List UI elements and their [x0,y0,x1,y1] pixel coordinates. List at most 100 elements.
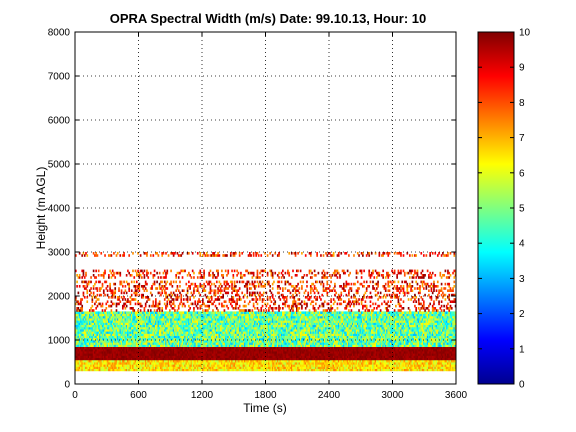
heatmap-cell [232,337,235,341]
heatmap-cell [436,357,439,361]
heatmap-cell [391,368,393,372]
heatmap-cell [362,357,364,361]
heatmap-cell [356,342,359,345]
heatmap-cell [143,333,146,336]
heatmap-cell [395,342,397,345]
heatmap-cell [438,359,440,363]
heatmap-cell [444,359,447,363]
heatmap-cell [241,348,244,352]
heatmap-cell [198,342,200,345]
heatmap-cell [378,353,381,356]
heatmap-cell [411,355,414,358]
heatmap-cell [119,355,122,358]
heatmap-cell [188,351,190,354]
heatmap-cell [409,348,411,352]
heatmap-cell [259,335,261,339]
heatmap-cell [139,333,142,336]
heatmap-cell [392,340,395,343]
heatmap-cell [129,340,132,343]
heatmap-cell [142,368,144,372]
heatmap-cell [80,348,82,352]
heatmap-cell [240,353,242,356]
heatmap-cell [168,355,171,358]
heatmap-cell [315,342,317,345]
heatmap-cell [185,342,188,345]
heatmap-cell [351,364,354,367]
heatmap-cell [167,337,170,341]
heatmap-cell [157,353,160,356]
heatmap-cell [235,366,237,369]
heatmap-cell [396,364,398,367]
heatmap-cell [179,333,181,336]
heatmap-cell [388,362,391,365]
heatmap-cell [155,342,157,345]
heatmap-cell [304,353,307,356]
heatmap-cell [317,368,320,372]
heatmap-cell [123,359,125,363]
heatmap-cell [445,362,448,365]
heatmap-cell [280,335,283,339]
heatmap-cell [262,333,265,336]
heatmap-cell [417,340,420,343]
heatmap-cell [152,353,155,356]
heatmap-cell [439,335,442,339]
heatmap-cell [424,351,426,354]
heatmap-cell [167,342,170,345]
heatmap-cell [362,366,364,369]
heatmap-cell [414,357,416,361]
heatmap-cell [392,342,395,345]
heatmap-cell [137,353,139,356]
heatmap-cell [212,340,214,343]
heatmap-cell [156,333,158,336]
heatmap-cell [233,353,236,356]
heatmap-cell [377,346,379,350]
heatmap-cell [368,342,371,345]
heatmap-cell [453,340,456,343]
heatmap-cell [294,355,297,358]
heatmap-cell [83,337,86,341]
heatmap-cell [137,355,139,358]
heatmap-cell [102,368,105,372]
heatmap-cell [308,353,311,356]
heatmap-cell [182,346,185,350]
heatmap-cell [449,362,452,365]
heatmap-cell [287,364,289,367]
heatmap-cell [293,348,296,352]
heatmap-cell [400,351,402,354]
heatmap-cell [194,333,197,336]
heatmap-cell [141,368,143,372]
heatmap-cell [204,344,207,347]
heatmap-cell [132,355,134,358]
heatmap-cell [104,351,106,354]
heatmap-cell [184,362,186,365]
heatmap-cell [189,353,191,356]
heatmap-cell [120,359,123,363]
heatmap-cell [85,353,87,356]
heatmap-cell [214,364,217,367]
heatmap-cell [341,351,344,354]
heatmap-cell [369,337,372,341]
heatmap-cell [148,333,151,336]
heatmap-cell [241,333,244,336]
heatmap-cell [90,357,92,361]
heatmap-cell [309,351,312,354]
heatmap-cell [435,359,438,363]
heatmap-cell [97,335,100,339]
heatmap-cell [196,366,199,369]
heatmap-cell [325,364,327,367]
heatmap-cell [245,355,247,358]
heatmap-cell [156,346,158,350]
heatmap-cell [153,344,156,347]
heatmap-cell [312,342,315,345]
heatmap-cell [176,344,179,347]
heatmap-cell [204,359,207,363]
heatmap-cell [198,357,200,361]
heatmap-cell [278,342,280,345]
heatmap-cell [308,344,311,347]
heatmap-cell [313,368,316,372]
heatmap-cell [196,351,199,354]
heatmap-cell [344,355,346,358]
heatmap-cell [297,351,299,354]
heatmap-cell [251,351,254,354]
heatmap-cell [262,357,265,361]
